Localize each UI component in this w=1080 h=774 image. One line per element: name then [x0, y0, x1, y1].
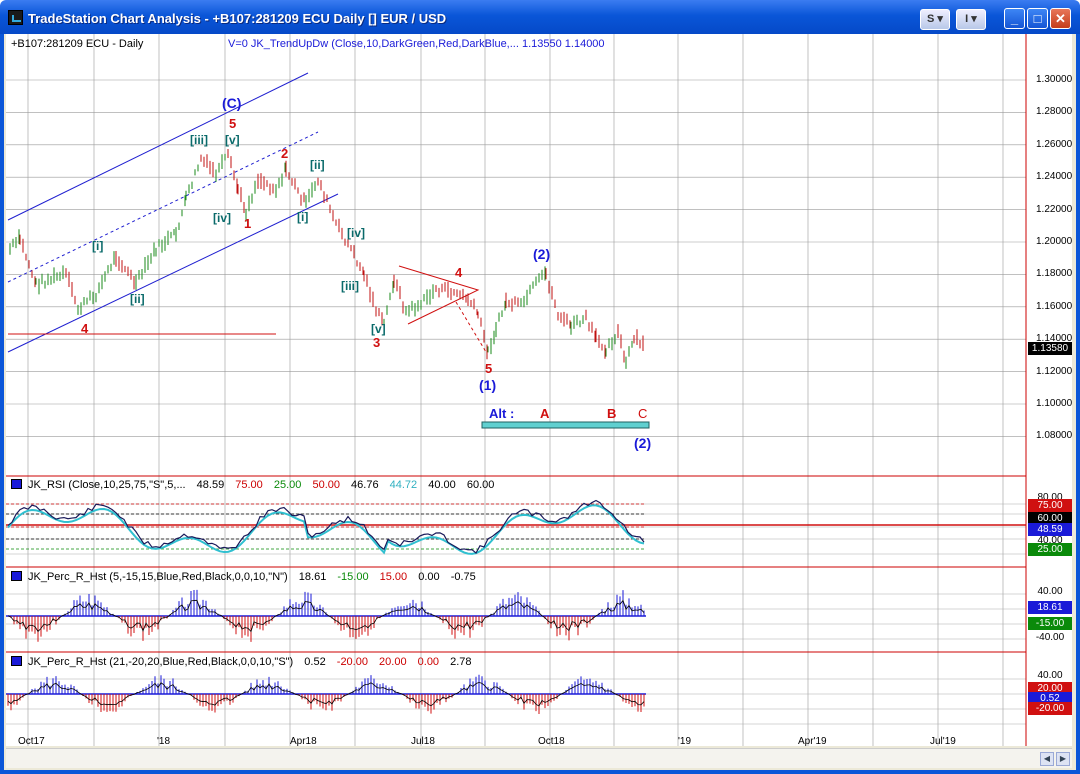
indicator-icon: [11, 571, 22, 581]
alt-label-a: A: [540, 406, 550, 421]
wave-label: 3: [373, 335, 381, 350]
wave-label: [ii]: [130, 292, 145, 306]
chart-canvas[interactable]: [6, 34, 1072, 746]
x-tick: Jul18: [411, 736, 435, 747]
wave-label: [iv]: [347, 226, 365, 240]
wave-label: [i]: [297, 210, 309, 224]
perc2-axis-current: 0.52: [1028, 692, 1072, 705]
wave-label: [iii]: [190, 133, 208, 147]
x-tick: Apr18: [290, 736, 317, 747]
x-tick: Oct17: [18, 736, 45, 747]
wave-label: (C): [222, 95, 242, 111]
maximize-button[interactable]: □: [1027, 8, 1048, 29]
rsi-panel-title[interactable]: JK_RSI (Close,10,25,75,"S",5,... 48.59 7…: [11, 479, 494, 491]
price-tick: 1.18000: [1036, 268, 1073, 280]
alt-label: Alt :: [489, 406, 515, 421]
wave-label: 5: [229, 116, 237, 131]
wave-label: [v]: [371, 322, 386, 336]
rsi-axis-40: 40.00: [1037, 535, 1063, 546]
perc1-panel-title[interactable]: JK_Perc_R_Hst (5,-15,15,Blue,Red,Black,0…: [11, 571, 476, 583]
wave-label: [iii]: [341, 279, 359, 293]
rsi-axis-80: 80.00: [1037, 492, 1063, 503]
x-tick: Jul'19: [930, 736, 956, 747]
i-menu-button[interactable]: I ▾: [956, 9, 986, 30]
indicator-icon: [11, 479, 22, 489]
price-tick: 1.30000: [1036, 74, 1073, 85]
indicator-icon: [11, 656, 22, 666]
alt-label-c: C: [638, 406, 648, 421]
minimize-button[interactable]: _: [1004, 8, 1025, 29]
perc1-axis-neg40: -40.00: [1035, 632, 1065, 643]
price-tick: 1.16000: [1036, 300, 1073, 312]
close-button[interactable]: ✕: [1050, 8, 1071, 29]
wave-label: [v]: [225, 133, 240, 147]
perc2-axis-neg20: -20.00: [1028, 702, 1072, 715]
wave-label: 2: [281, 146, 289, 161]
wave-label: (1): [479, 377, 497, 393]
wave-label: [i]: [92, 239, 104, 253]
window-title: TradeStation Chart Analysis - +B107:2812…: [28, 11, 447, 26]
horizontal-scrollbar[interactable]: [6, 748, 1072, 768]
x-tick: Oct18: [538, 736, 565, 747]
study-label: V=0 JK_TrendUpDw (Close,10,DarkGreen,Red…: [228, 38, 605, 50]
s-menu-button[interactable]: S ▾: [920, 9, 950, 30]
price-tick: 1.20000: [1036, 236, 1073, 247]
rsi-axis-current: 48.59: [1028, 523, 1072, 536]
x-tick: '19: [678, 736, 692, 747]
hist-line: [7, 681, 645, 707]
rsi-average-line: [7, 504, 645, 555]
x-tick: '18: [157, 736, 171, 747]
x-tick: Apr'19: [798, 736, 827, 747]
wave5-dashed: [455, 301, 487, 353]
price-tick: 1.22000: [1036, 203, 1073, 215]
rsi-line: [7, 499, 645, 554]
app-icon[interactable]: [8, 10, 23, 25]
last-price-badge: 1.13580: [1028, 342, 1072, 355]
rsi-axis-60: 60.00: [1028, 512, 1072, 525]
perc2-axis-20: 20.00: [1028, 682, 1072, 695]
wave-label: 4: [81, 321, 89, 336]
channel-mid-line: [7, 131, 319, 283]
wave-label: [iv]: [213, 211, 231, 225]
scroll-right-arrow[interactable]: ▶: [1056, 752, 1070, 766]
alt-bar: [481, 421, 650, 429]
perc1-axis-40: 40.00: [1037, 586, 1063, 597]
wave-label: 4: [455, 265, 463, 280]
price-tick: 1.12000: [1036, 365, 1073, 377]
alt-label-b: B: [607, 406, 617, 421]
rsi-axis-75: 75.00: [1028, 499, 1072, 512]
wave-label: (2): [533, 246, 551, 262]
channel-upper-line: [7, 72, 309, 221]
price-tick: 1.14000: [1036, 333, 1073, 345]
hist-line: [7, 599, 645, 633]
perc1-axis-current: 18.61: [1028, 601, 1072, 614]
wave-label: 1: [244, 216, 252, 231]
symbol-label: +B107:281209 ECU - Daily: [11, 38, 144, 50]
triangle-pattern: [398, 265, 480, 325]
rsi-axis-25: 25.00: [1028, 543, 1072, 556]
perc2-axis-40: 40.00: [1037, 670, 1063, 681]
price-tick: 1.24000: [1036, 171, 1073, 183]
wave-label: [ii]: [310, 158, 325, 172]
wave-label: (2): [634, 435, 652, 451]
scroll-left-arrow[interactable]: ◀: [1040, 752, 1054, 766]
window-titlebar[interactable]: TradeStation Chart Analysis - +B107:2812…: [0, 0, 1080, 34]
price-tick: 1.28000: [1036, 106, 1073, 118]
perc2-panel-title[interactable]: JK_Perc_R_Hst (21,-20,20,Blue,Red,Black,…: [11, 656, 472, 668]
perc1-axis-neg15: -15.00: [1028, 617, 1072, 630]
wave-label: 5: [485, 361, 493, 376]
price-tick: 1.10000: [1036, 398, 1073, 409]
channel-lower-line: [7, 193, 339, 353]
price-tick: 1.08000: [1036, 430, 1073, 442]
chart-client-area: [6, 34, 1072, 746]
price-tick: 1.26000: [1036, 138, 1073, 150]
